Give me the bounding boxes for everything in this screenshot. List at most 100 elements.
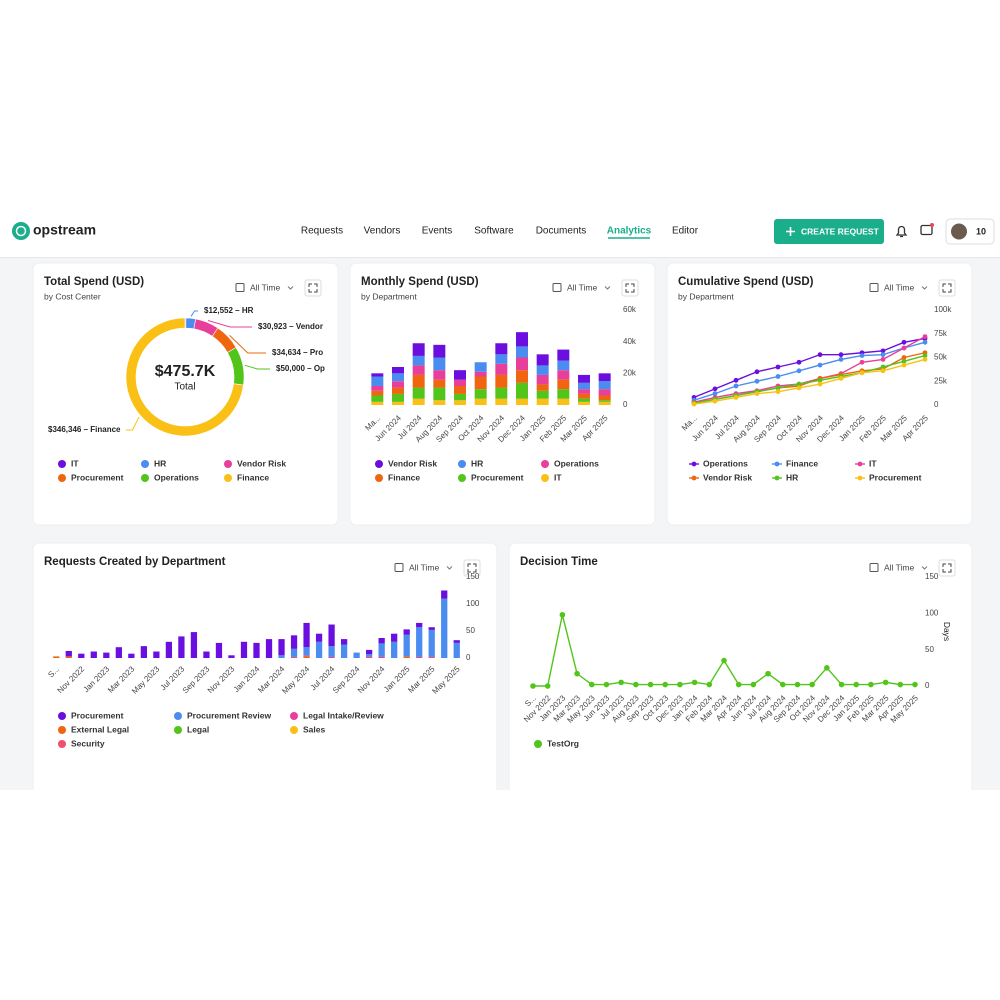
slice-label: $50,000 – Op: [276, 364, 325, 373]
series-point: [880, 357, 886, 362]
series-point: [779, 681, 786, 688]
expand-button[interactable]: [938, 559, 956, 577]
legend-label[interactable]: Procurement: [71, 472, 124, 482]
y-tick-label: 40k: [623, 337, 637, 346]
legend-label[interactable]: IT: [71, 458, 79, 468]
legend-label[interactable]: Finance: [237, 472, 269, 482]
chevron[interactable]: [921, 286, 928, 290]
legend-label[interactable]: Procurement Review: [187, 710, 271, 720]
series-point: [838, 681, 845, 688]
chevron[interactable]: [921, 566, 928, 570]
create-request[interactable]: CREATE REQUEST: [774, 219, 884, 244]
bar-segment: [240, 641, 248, 658]
time-filter[interactable]: All Time: [250, 282, 281, 292]
y-tick-label: 75k: [934, 329, 948, 338]
legend-label[interactable]: HR: [786, 472, 798, 482]
series-point: [922, 353, 928, 358]
legend-label[interactable]: Operations: [703, 458, 748, 468]
bar-segment: [353, 652, 360, 658]
legend-label[interactable]: Procurement: [471, 472, 524, 482]
legend-label[interactable]: Legal: [187, 724, 209, 734]
series-point: [880, 368, 886, 374]
legend-label[interactable]: Legal Intake/Review: [303, 710, 384, 720]
legend-label[interactable]: Finance: [388, 472, 420, 482]
y-tick-label: 0: [623, 400, 628, 409]
bar-segment: [378, 643, 385, 657]
nav-item[interactable]: Requests: [301, 226, 343, 237]
bar-segment: [557, 389, 570, 399]
legend-label[interactable]: HR: [154, 458, 166, 468]
legend-label[interactable]: Procurement: [869, 472, 922, 482]
legend-label[interactable]: Operations: [154, 472, 199, 482]
legend-label[interactable]: IT: [869, 458, 877, 468]
time-filter[interactable]: All Time: [567, 282, 598, 292]
nav-item[interactable]: Vendors: [364, 226, 401, 237]
legend-marker: [534, 740, 542, 748]
bar-segment: [474, 398, 487, 405]
bar-segment: [328, 656, 335, 658]
logo[interactable]: opstream: [12, 222, 96, 240]
legend-label[interactable]: IT: [554, 472, 562, 482]
legend-marker: [141, 460, 149, 468]
bar-segment: [536, 354, 549, 366]
bar-segment: [516, 357, 528, 371]
legend-label[interactable]: HR: [471, 458, 483, 468]
legend-label[interactable]: Security: [71, 738, 105, 748]
bar-segment: [403, 634, 410, 657]
bar-segment: [412, 374, 425, 388]
chat-icon: [920, 224, 933, 236]
chevron[interactable]: [287, 286, 294, 290]
donut-slice: [125, 317, 244, 437]
legend-label[interactable]: TestOrg: [547, 738, 579, 748]
legend-label[interactable]: Finance: [786, 458, 818, 468]
calendar-icon[interactable]: [394, 563, 404, 572]
calendar-icon[interactable]: [235, 283, 245, 292]
expand-button[interactable]: [304, 279, 322, 297]
time-filter[interactable]: All Time: [884, 562, 915, 572]
button-label: CREATE REQUEST: [801, 226, 880, 236]
series-point: [912, 681, 918, 688]
bar-segment: [598, 395, 611, 401]
time-filter[interactable]: All Time: [409, 562, 440, 572]
nav-item[interactable]: Events: [422, 226, 453, 237]
legend-marker: [174, 712, 182, 720]
series-point: [901, 345, 907, 351]
nav-item[interactable]: Analytics: [607, 226, 652, 237]
calendar-icon[interactable]: [552, 283, 562, 292]
bar-segment: [428, 629, 435, 657]
series-point: [838, 352, 844, 358]
legend-label[interactable]: Sales: [303, 724, 325, 734]
series-point: [733, 377, 739, 383]
bell-icon[interactable]: [895, 225, 908, 238]
nav-item[interactable]: Software: [474, 226, 514, 237]
nav-item[interactable]: Editor: [672, 226, 699, 237]
expand-button[interactable]: [938, 279, 956, 297]
chevron[interactable]: [446, 566, 453, 570]
legend-label[interactable]: Vendor Risk: [703, 472, 752, 482]
legend-label[interactable]: Procurement: [71, 710, 124, 720]
legend-label[interactable]: Vendor Risk: [388, 458, 437, 468]
y-tick-label: 150: [925, 572, 939, 581]
chevron[interactable]: [604, 286, 611, 290]
series-point: [859, 359, 865, 365]
legend-label[interactable]: Operations: [554, 458, 599, 468]
calendar-icon[interactable]: [869, 563, 879, 572]
nav-item[interactable]: Documents: [536, 226, 587, 237]
panel-title: Cumulative Spend (USD): [678, 276, 814, 288]
bar-segment: [536, 365, 549, 375]
expand-button[interactable]: [621, 279, 639, 297]
series-point: [880, 364, 886, 370]
legend-label[interactable]: Vendor Risk: [237, 458, 286, 468]
avatar[interactable]: 10: [945, 218, 995, 245]
bar-segment: [115, 647, 122, 658]
messages-icon[interactable]: [920, 223, 934, 236]
legend-label[interactable]: External Legal: [71, 724, 129, 734]
series-line: [693, 358, 926, 405]
calendar-icon[interactable]: [869, 283, 879, 292]
y-tick-label: 0: [466, 653, 471, 662]
series-line: [693, 337, 926, 399]
bar-segment: [441, 590, 448, 599]
time-filter[interactable]: All Time: [884, 282, 915, 292]
bar-segment: [433, 387, 446, 401]
bar-segment: [578, 389, 590, 394]
